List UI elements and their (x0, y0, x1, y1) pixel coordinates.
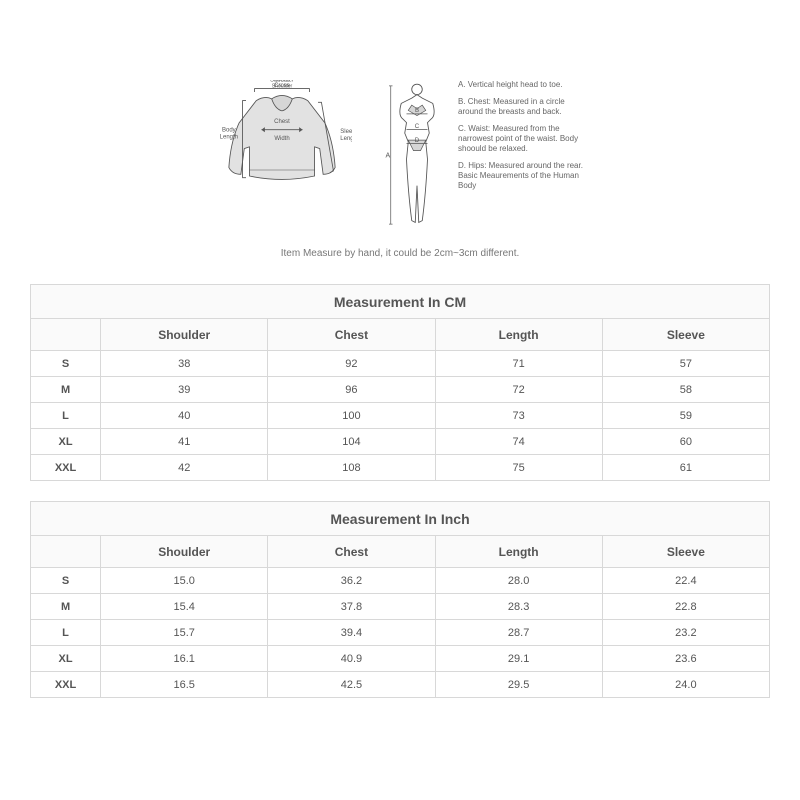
size-cell: M (31, 594, 101, 620)
cm-table: Measurement In CM Shoulder Chest Length … (30, 284, 770, 481)
data-cell: 39 (101, 377, 268, 403)
data-cell: 37.8 (268, 594, 435, 620)
data-cell: 28.7 (435, 620, 602, 646)
data-cell: 29.1 (435, 646, 602, 672)
data-cell: 108 (268, 455, 435, 481)
table-row: S38927157 (31, 351, 770, 377)
sleeve-length-label: Sleeve (340, 129, 352, 135)
table-row: S15.036.228.022.4 (31, 568, 770, 594)
data-cell: 74 (435, 429, 602, 455)
body-label-a: A (386, 153, 391, 160)
data-cell: 42 (101, 455, 268, 481)
data-cell: 22.4 (602, 568, 769, 594)
data-cell: 23.2 (602, 620, 769, 646)
chest-width-label: Chest (274, 119, 290, 125)
size-cell: XXL (31, 672, 101, 698)
size-cell: XL (31, 429, 101, 455)
table-row: M39967258 (31, 377, 770, 403)
data-cell: 104 (268, 429, 435, 455)
data-cell: 36.2 (268, 568, 435, 594)
body-diagram-group: A B C D A. Vertical height head to toe. … (382, 80, 588, 230)
data-cell: 57 (602, 351, 769, 377)
svg-text:Length: Length (220, 134, 238, 140)
data-cell: 28.3 (435, 594, 602, 620)
data-cell: 29.5 (435, 672, 602, 698)
col-header: Chest (268, 536, 435, 568)
table-row: L401007359 (31, 403, 770, 429)
body-label-c: C (415, 123, 420, 130)
body-diagram: A B C D (382, 80, 452, 230)
col-header: Sleeve (602, 536, 769, 568)
disclaimer-text: Item Measure by hand, it could be 2cm~3c… (30, 248, 770, 259)
data-cell: 100 (268, 403, 435, 429)
data-cell: 92 (268, 351, 435, 377)
inch-table-body: S15.036.228.022.4M15.437.828.322.8L15.73… (31, 568, 770, 698)
legend-item: B. Chest: Measured in a circle around th… (458, 97, 588, 117)
legend-item: D. Hips: Measured around the rear. Basic… (458, 161, 588, 191)
inch-table: Measurement In Inch Shoulder Chest Lengt… (30, 501, 770, 698)
data-cell: 96 (268, 377, 435, 403)
svg-text:Shoulder: Shoulder (272, 84, 293, 90)
data-cell: 16.5 (101, 672, 268, 698)
svg-text:Width: Width (274, 136, 289, 142)
data-cell: 38 (101, 351, 268, 377)
data-cell: 75 (435, 455, 602, 481)
table-row: XXL421087561 (31, 455, 770, 481)
data-cell: 28.0 (435, 568, 602, 594)
data-cell: 40 (101, 403, 268, 429)
data-cell: 22.8 (602, 594, 769, 620)
legend-item: C. Waist: Measured from the narrowest po… (458, 124, 588, 154)
data-cell: 73 (435, 403, 602, 429)
data-cell: 71 (435, 351, 602, 377)
size-header (31, 536, 101, 568)
inch-table-title: Measurement In Inch (31, 502, 770, 536)
table-row: M15.437.828.322.8 (31, 594, 770, 620)
data-cell: 16.1 (101, 646, 268, 672)
data-cell: 24.0 (602, 672, 769, 698)
data-cell: 60 (602, 429, 769, 455)
size-cell: XL (31, 646, 101, 672)
table-row: XXL16.542.529.524.0 (31, 672, 770, 698)
size-cell: M (31, 377, 101, 403)
col-header: Length (435, 536, 602, 568)
shirt-diagram: Cross Shoulder Cross Shoulder Body Lengt… (212, 80, 352, 200)
col-header: Chest (268, 319, 435, 351)
size-cell: S (31, 351, 101, 377)
data-cell: 61 (602, 455, 769, 481)
size-cell: L (31, 620, 101, 646)
col-header: Length (435, 319, 602, 351)
data-cell: 72 (435, 377, 602, 403)
legend-item: A. Vertical height head to toe. (458, 80, 588, 90)
table-row: XL411047460 (31, 429, 770, 455)
col-header: Sleeve (602, 319, 769, 351)
size-cell: S (31, 568, 101, 594)
body-label-b: B (415, 107, 419, 114)
size-header (31, 319, 101, 351)
data-cell: 40.9 (268, 646, 435, 672)
legend-column: A. Vertical height head to toe. B. Chest… (458, 80, 588, 198)
size-cell: L (31, 403, 101, 429)
table-row: XL16.140.929.123.6 (31, 646, 770, 672)
body-label-d: D (415, 137, 420, 144)
col-header: Shoulder (101, 536, 268, 568)
diagram-row: Cross Shoulder Cross Shoulder Body Lengt… (30, 80, 770, 230)
data-cell: 39.4 (268, 620, 435, 646)
data-cell: 59 (602, 403, 769, 429)
data-cell: 15.0 (101, 568, 268, 594)
cm-table-title: Measurement In CM (31, 285, 770, 319)
body-length-label: Body (222, 127, 236, 133)
data-cell: 23.6 (602, 646, 769, 672)
svg-text:Length: Length (340, 136, 352, 142)
data-cell: 58 (602, 377, 769, 403)
data-cell: 42.5 (268, 672, 435, 698)
col-header: Shoulder (101, 319, 268, 351)
data-cell: 15.7 (101, 620, 268, 646)
cm-table-body: S38927157M39967258L401007359XL411047460X… (31, 351, 770, 481)
data-cell: 41 (101, 429, 268, 455)
table-row: L15.739.428.723.2 (31, 620, 770, 646)
size-cell: XXL (31, 455, 101, 481)
data-cell: 15.4 (101, 594, 268, 620)
